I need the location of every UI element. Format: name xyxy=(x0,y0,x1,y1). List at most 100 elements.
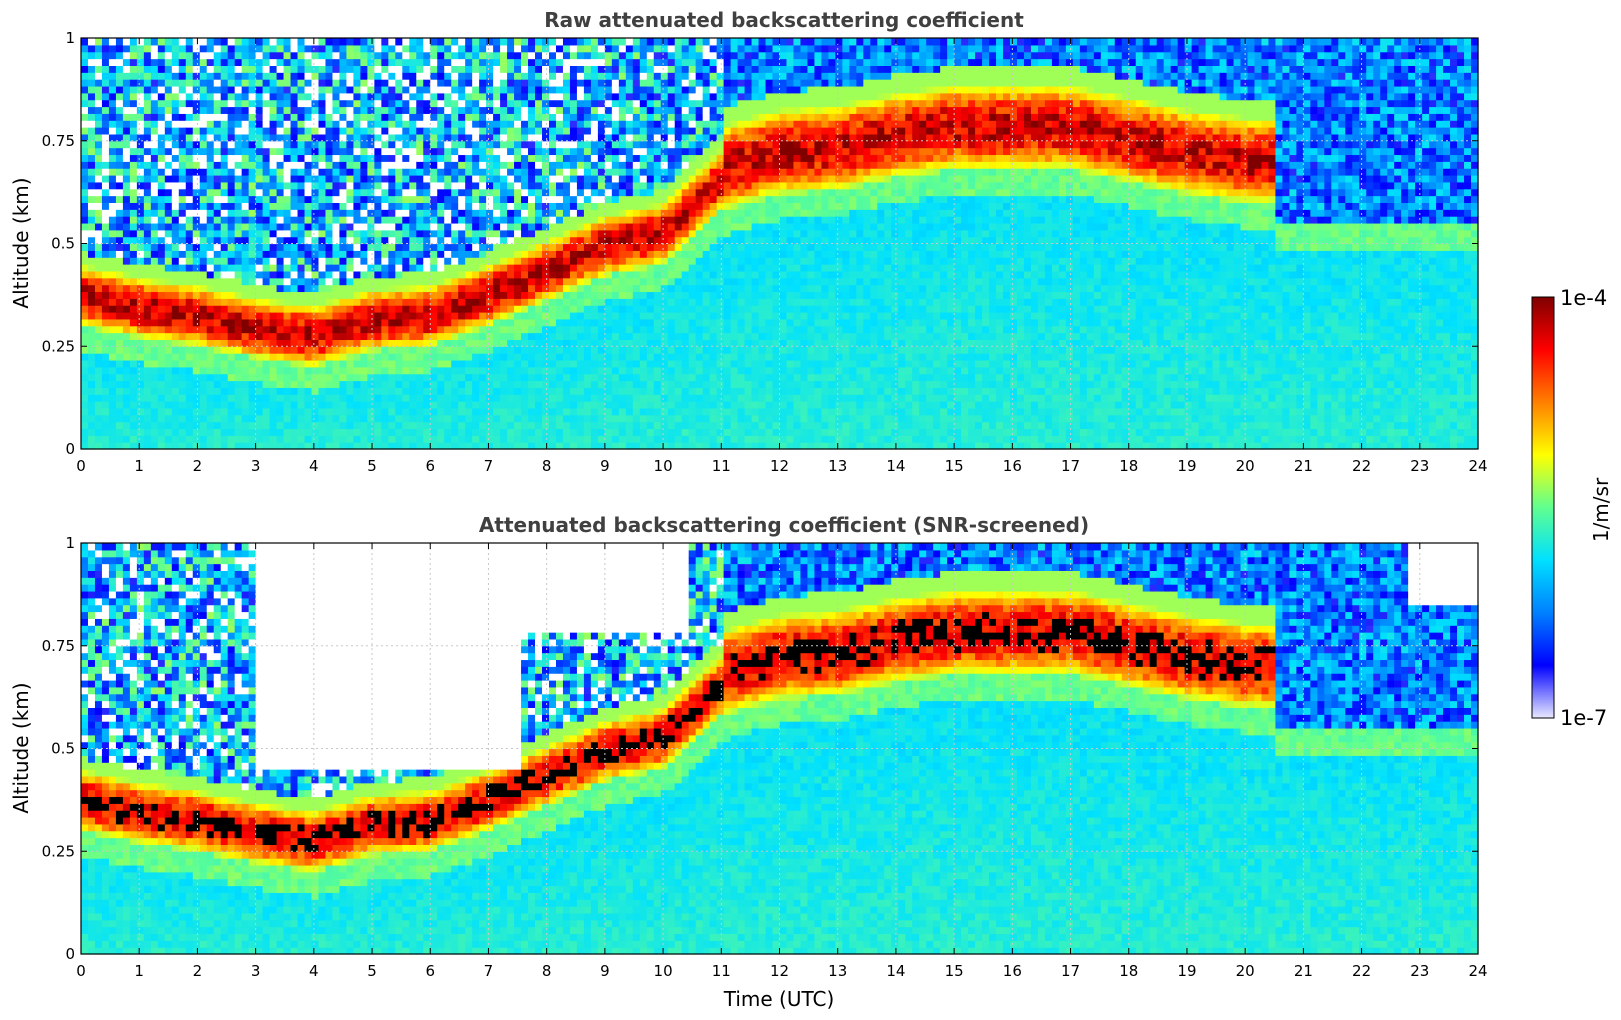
heatmap-cell xyxy=(430,243,438,251)
heatmap-cell xyxy=(521,209,529,217)
heatmap-cell xyxy=(332,202,341,210)
heatmap-cell xyxy=(639,236,648,245)
heatmap-cell xyxy=(199,284,208,293)
heatmap-cell xyxy=(192,394,201,402)
heatmap-cell xyxy=(81,401,89,409)
heatmap-cell xyxy=(402,435,410,443)
heatmap-cell xyxy=(325,188,334,197)
heatmap-cell xyxy=(409,38,417,46)
heatmap-cell xyxy=(535,85,543,94)
heatmap-cell xyxy=(576,216,585,224)
heatmap-cell xyxy=(402,243,410,251)
heatmap-cell xyxy=(381,277,389,286)
heatmap-cell xyxy=(639,277,648,286)
heatmap-cell xyxy=(590,401,599,409)
heatmap-cell xyxy=(227,380,236,388)
heatmap-cell xyxy=(129,168,138,176)
heatmap-cell xyxy=(430,305,438,313)
heatmap-cell xyxy=(220,85,229,94)
heatmap-cell xyxy=(493,270,501,279)
heatmap-cell xyxy=(521,325,529,334)
heatmap-cell xyxy=(639,380,648,388)
heatmap-cell xyxy=(262,202,271,210)
heatmap-cell xyxy=(262,127,271,135)
heatmap-cell xyxy=(332,51,341,60)
heatmap-cell xyxy=(416,339,424,347)
heatmap-cell xyxy=(632,346,641,354)
heatmap-cell xyxy=(583,318,592,327)
heatmap-cell xyxy=(555,38,564,46)
heatmap-cell xyxy=(199,58,208,66)
heatmap-cell xyxy=(388,353,396,361)
heatmap-cell xyxy=(150,106,159,114)
heatmap-cell xyxy=(276,332,285,340)
heatmap-cell xyxy=(290,154,299,162)
heatmap-cell xyxy=(395,147,403,156)
heatmap-cell xyxy=(255,92,264,101)
heatmap-cell xyxy=(94,380,103,388)
heatmap-cell xyxy=(297,435,306,443)
heatmap-cell xyxy=(402,277,410,286)
heatmap-cell xyxy=(465,257,473,265)
heatmap-cell xyxy=(311,209,320,217)
heatmap-cell xyxy=(576,325,585,334)
heatmap-cell xyxy=(262,435,271,443)
heatmap-cell xyxy=(632,229,641,238)
heatmap-cell xyxy=(618,154,627,162)
heatmap-cell xyxy=(549,373,557,382)
heatmap-cell xyxy=(87,168,96,176)
heatmap-cell xyxy=(213,325,222,334)
heatmap-cell xyxy=(311,181,320,190)
heatmap-cell xyxy=(367,65,375,73)
heatmap-cell xyxy=(437,236,445,245)
heatmap-cell xyxy=(353,366,361,375)
heatmap-cell xyxy=(542,366,550,375)
heatmap-cell xyxy=(632,298,641,306)
heatmap-cell xyxy=(514,195,522,203)
heatmap-cell xyxy=(395,188,403,197)
heatmap-cell xyxy=(269,127,278,135)
heatmap-cell xyxy=(325,414,334,423)
heatmap-cell xyxy=(115,195,124,203)
heatmap-cell xyxy=(276,181,285,190)
heatmap-cell xyxy=(402,284,410,293)
heatmap-cell xyxy=(465,401,473,409)
heatmap-cell xyxy=(590,421,599,430)
heatmap-cell xyxy=(542,325,550,334)
heatmap-cell xyxy=(283,401,292,409)
heatmap-cell xyxy=(81,188,89,197)
heatmap-cell xyxy=(290,380,299,388)
heatmap-cell xyxy=(521,120,529,128)
heatmap-cell xyxy=(171,133,180,142)
heatmap-cell xyxy=(625,332,634,340)
heatmap-cell xyxy=(227,99,236,108)
heatmap-cell xyxy=(569,264,578,272)
heatmap-cell xyxy=(332,127,341,135)
heatmap-cell xyxy=(129,202,138,210)
heatmap-cell xyxy=(416,359,424,368)
heatmap-cell xyxy=(444,291,452,299)
heatmap-cell xyxy=(374,195,382,203)
heatmap-cell xyxy=(555,222,564,231)
heatmap-cell xyxy=(283,181,292,190)
heatmap-cell xyxy=(304,387,313,395)
heatmap-cell xyxy=(206,298,215,306)
heatmap-cell xyxy=(94,428,103,436)
heatmap-cell xyxy=(402,407,410,416)
heatmap-cell xyxy=(360,229,368,238)
heatmap-cell xyxy=(479,318,487,327)
heatmap-cell xyxy=(514,401,522,409)
heatmap-cell xyxy=(241,222,250,231)
heatmap-cell xyxy=(416,387,424,395)
heatmap-cell xyxy=(374,407,382,416)
heatmap-cell xyxy=(143,127,152,135)
heatmap-cell xyxy=(611,85,620,94)
heatmap-cell xyxy=(514,120,522,128)
heatmap-cell xyxy=(555,380,564,388)
heatmap-cell xyxy=(164,373,173,382)
heatmap-cell xyxy=(367,442,375,450)
heatmap-cell xyxy=(360,332,368,340)
heatmap-cell xyxy=(542,106,550,114)
heatmap-cell xyxy=(346,92,355,101)
heatmap-cell xyxy=(597,428,606,436)
